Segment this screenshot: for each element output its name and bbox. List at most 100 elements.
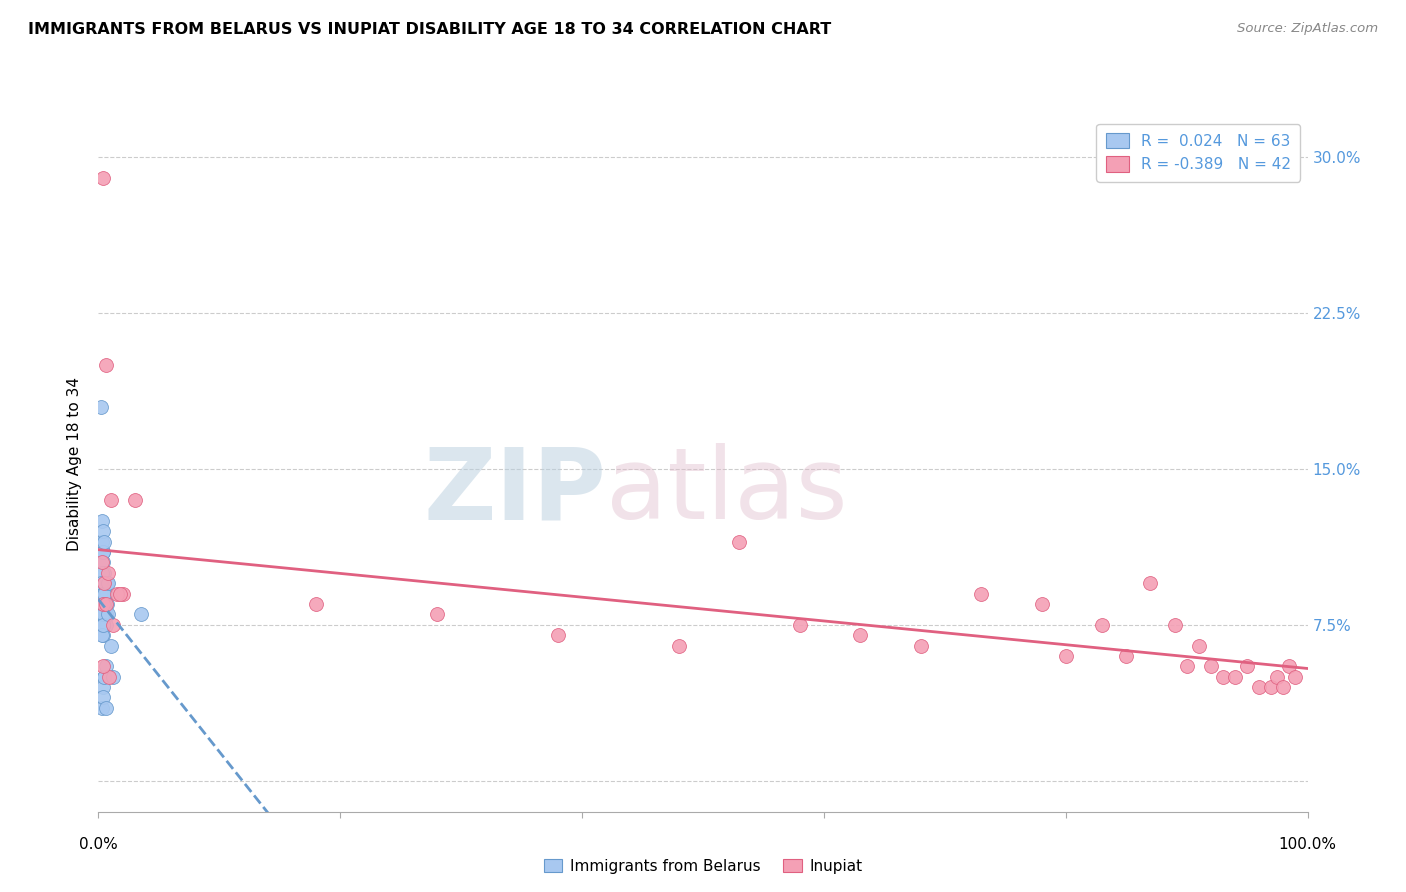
Point <box>94 597 117 611</box>
Point <box>91 628 114 642</box>
Point <box>93 576 115 591</box>
Point <box>93 587 115 601</box>
Point <box>728 534 751 549</box>
Point <box>97 607 120 622</box>
Point <box>94 587 117 601</box>
Point <box>124 493 146 508</box>
Text: 0.0%: 0.0% <box>79 837 118 852</box>
Point <box>1267 670 1289 684</box>
Point <box>94 597 117 611</box>
Point <box>94 659 117 673</box>
Point <box>91 617 114 632</box>
Point <box>91 607 114 622</box>
Point <box>1054 648 1077 663</box>
Point <box>1031 597 1053 611</box>
Point <box>101 617 124 632</box>
Point <box>91 690 114 705</box>
Point <box>1115 648 1137 663</box>
Point <box>94 701 117 715</box>
Point <box>1188 639 1211 653</box>
Point <box>1272 680 1295 694</box>
Point <box>547 628 569 642</box>
Point <box>91 628 114 642</box>
Legend: R =  0.024   N = 63, R = -0.389   N = 42: R = 0.024 N = 63, R = -0.389 N = 42 <box>1097 124 1301 182</box>
Point <box>91 659 114 673</box>
Point <box>93 670 115 684</box>
Point <box>1236 659 1258 673</box>
Point <box>94 617 117 632</box>
Point <box>1175 659 1198 673</box>
Point <box>91 597 114 611</box>
Point <box>93 670 115 684</box>
Point <box>91 607 114 622</box>
Point <box>93 587 115 601</box>
Point <box>93 597 115 611</box>
Point <box>93 597 115 611</box>
Point <box>1199 659 1222 673</box>
Point <box>91 587 114 601</box>
Point <box>1212 670 1234 684</box>
Point <box>1223 670 1246 684</box>
Point <box>100 639 122 653</box>
Point <box>90 400 112 414</box>
Text: atlas: atlas <box>606 443 848 541</box>
Point <box>305 597 328 611</box>
Text: 100.0%: 100.0% <box>1278 837 1337 852</box>
Point <box>93 607 115 622</box>
Point <box>96 576 118 591</box>
Point <box>94 607 117 622</box>
Point <box>93 576 115 591</box>
Point <box>93 607 115 622</box>
Point <box>91 576 114 591</box>
Point <box>93 607 115 622</box>
Point <box>91 514 114 528</box>
Point <box>91 617 114 632</box>
Point <box>97 576 120 591</box>
Point <box>91 617 114 632</box>
Point <box>91 524 114 539</box>
Point <box>668 639 690 653</box>
Point <box>91 566 114 580</box>
Point <box>789 617 811 632</box>
Text: IMMIGRANTS FROM BELARUS VS INUPIAT DISABILITY AGE 18 TO 34 CORRELATION CHART: IMMIGRANTS FROM BELARUS VS INUPIAT DISAB… <box>28 22 831 37</box>
Point <box>93 534 115 549</box>
Point <box>91 607 114 622</box>
Point <box>91 617 114 632</box>
Point <box>1284 670 1306 684</box>
Point <box>91 597 114 611</box>
Point <box>426 607 449 622</box>
Point <box>101 670 124 684</box>
Point <box>91 534 114 549</box>
Point <box>91 597 114 611</box>
Point <box>91 607 114 622</box>
Point <box>105 587 128 601</box>
Point <box>100 493 122 508</box>
Point <box>91 680 114 694</box>
Point <box>98 670 121 684</box>
Point <box>1163 617 1185 632</box>
Point <box>93 566 115 580</box>
Point <box>970 587 993 601</box>
Point <box>1139 576 1161 591</box>
Point <box>91 587 114 601</box>
Point <box>93 597 115 611</box>
Point <box>108 587 131 601</box>
Y-axis label: Disability Age 18 to 34: Disability Age 18 to 34 <box>67 376 83 551</box>
Point <box>129 607 152 622</box>
Point <box>91 171 114 186</box>
Point <box>90 576 112 591</box>
Point <box>97 566 120 580</box>
Point <box>93 587 115 601</box>
Point <box>91 545 114 559</box>
Point <box>90 587 112 601</box>
Point <box>91 617 114 632</box>
Point <box>91 556 114 570</box>
Point <box>1091 617 1114 632</box>
Point <box>1249 680 1271 694</box>
Point <box>91 617 114 632</box>
Point <box>91 617 114 632</box>
Text: ZIP: ZIP <box>423 443 606 541</box>
Point <box>91 545 114 559</box>
Point <box>91 701 114 715</box>
Point <box>93 597 115 611</box>
